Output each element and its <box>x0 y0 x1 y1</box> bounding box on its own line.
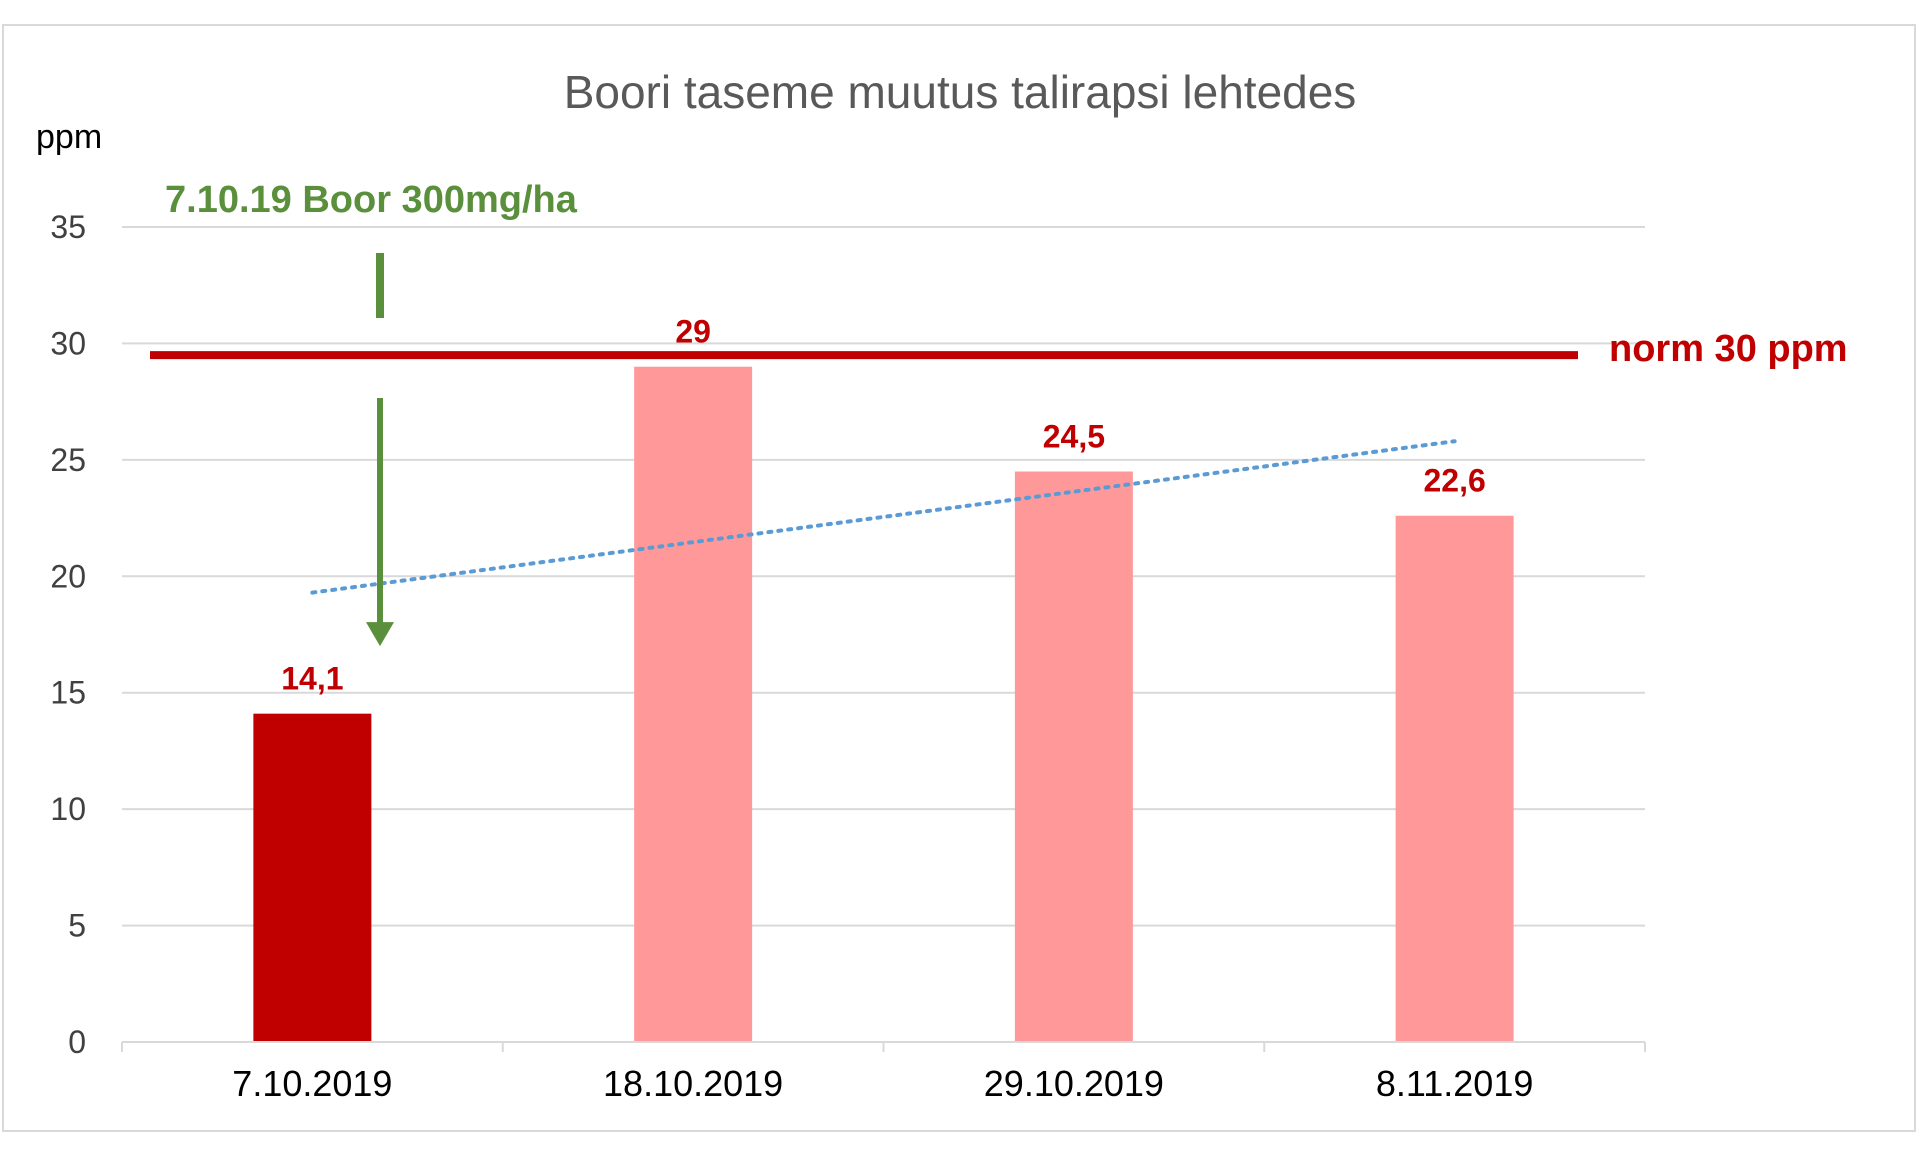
data-labels: 14,1 29 24,5 22,6 <box>281 314 1486 697</box>
y-tick-label: 25 <box>50 442 86 478</box>
annotation-arrow-head <box>366 622 394 647</box>
chart-title: Boori taseme muutus talirapsi lehtedes <box>564 66 1357 118</box>
x-tick-label: 7.10.2019 <box>232 1063 392 1104</box>
bar <box>1014 471 1133 1042</box>
bar <box>634 366 753 1042</box>
x-tick-label: 8.11.2019 <box>1376 1063 1533 1104</box>
annotation-label: 7.10.19 Boor 300mg/ha <box>165 179 578 221</box>
reference-line-layer: norm 30 ppm <box>150 328 1848 370</box>
y-axis-label: ppm <box>36 118 102 156</box>
data-label: 24,5 <box>1043 419 1105 455</box>
bar <box>253 713 372 1042</box>
trendline <box>310 439 1457 595</box>
x-axis: 7.10.2019 18.10.2019 29.10.2019 8.11.2019 <box>121 1041 1646 1104</box>
bars <box>253 366 1514 1042</box>
data-label: 29 <box>675 314 711 350</box>
y-tick-label: 15 <box>50 675 86 711</box>
bar <box>1395 515 1514 1042</box>
y-tick-label: 5 <box>68 908 86 944</box>
x-tick-label: 18.10.2019 <box>603 1063 783 1104</box>
annotation-layer: 7.10.19 Boor 300mg/ha <box>165 179 578 647</box>
y-tick-label: 35 <box>50 209 86 245</box>
y-tick-label: 0 <box>68 1024 86 1060</box>
y-tick-label: 10 <box>50 791 86 827</box>
norm-label: norm 30 ppm <box>1609 328 1848 370</box>
trendline-layer <box>310 439 1457 595</box>
y-tick-label: 30 <box>50 325 86 361</box>
y-tick-label: 20 <box>50 558 86 594</box>
gridlines: 0 5 10 15 20 25 30 35 <box>50 209 1645 1060</box>
x-tick-label: 29.10.2019 <box>984 1063 1164 1104</box>
data-label: 22,6 <box>1423 463 1485 499</box>
data-label: 14,1 <box>281 661 343 697</box>
